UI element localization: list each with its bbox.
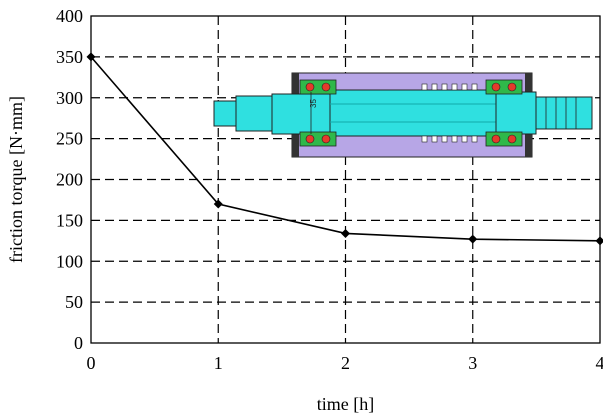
x-tick-label: 3 xyxy=(468,353,477,373)
data-point-marker xyxy=(86,52,96,62)
y-tick-label: 100 xyxy=(56,251,83,271)
y-tick-label: 300 xyxy=(56,88,83,108)
plot-frame xyxy=(90,15,601,344)
x-ticks: 0 1 2 3 4 xyxy=(87,353,603,373)
data-point-marker xyxy=(595,236,603,246)
y-tick-label: 250 xyxy=(56,129,83,149)
x-tick-label: 4 xyxy=(596,353,603,373)
y-tick-label: 0 xyxy=(74,333,83,353)
data-point-marker xyxy=(213,199,223,209)
x-tick-label: 0 xyxy=(87,353,96,373)
y-ticks: 0 50 100 150 200 250 300 350 400 xyxy=(56,6,83,353)
data-point-marker xyxy=(468,234,478,244)
y-axis-label: friction torque [N·mm] xyxy=(6,96,26,263)
y-tick-label: 350 xyxy=(56,47,83,67)
series-markers xyxy=(86,52,603,246)
y-tick-label: 50 xyxy=(65,292,83,312)
y-tick-label: 400 xyxy=(56,6,83,26)
y-tick-label: 200 xyxy=(56,170,83,190)
inset-dimension-label: 35 xyxy=(309,99,318,108)
x-axis-label: time [h] xyxy=(317,394,374,414)
bearing-spindle-inset: 35 xyxy=(213,72,593,158)
x-tick-label: 1 xyxy=(214,353,223,373)
data-point-marker xyxy=(341,228,350,238)
grid xyxy=(91,16,600,343)
x-tick-label: 2 xyxy=(341,353,350,373)
y-tick-label: 150 xyxy=(56,210,83,230)
